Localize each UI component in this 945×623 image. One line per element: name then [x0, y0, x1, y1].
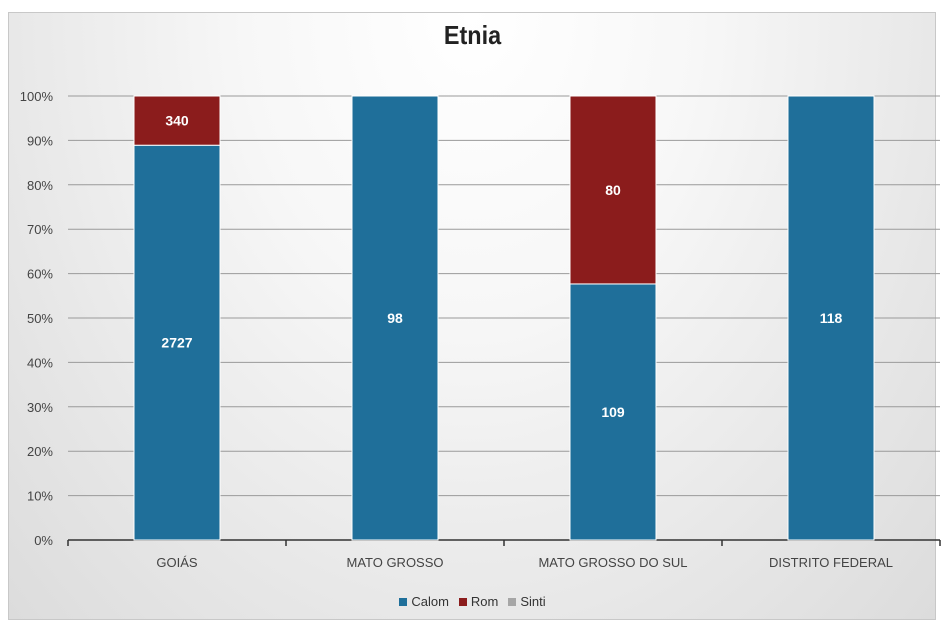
legend-label-calom: Calom — [411, 594, 449, 609]
y-tick-label: 30% — [27, 400, 53, 415]
legend-swatch-calom — [399, 597, 408, 606]
legend-item-sinti: Sinti — [508, 594, 546, 609]
legend-label-rom: Rom — [470, 594, 499, 609]
bar-segment-calom — [351, 95, 439, 541]
data-label-calom: 109 — [601, 404, 625, 420]
y-tick-label: 0% — [34, 533, 53, 548]
y-tick-label: 20% — [27, 444, 53, 459]
y-tick-label: 100% — [20, 89, 54, 104]
y-tick-label: 60% — [27, 267, 53, 282]
bar-segment-rom — [569, 95, 657, 285]
data-label-calom: 2727 — [161, 335, 192, 351]
data-label-calom: 118 — [820, 310, 843, 326]
bar-segment-calom — [787, 95, 875, 541]
x-tick-label: MATO GROSSO — [346, 555, 443, 570]
y-tick-label: 40% — [27, 355, 53, 370]
data-label-rom: 340 — [165, 113, 189, 129]
legend: Calom Rom Sinti — [0, 594, 945, 609]
bar-segment-calom — [569, 283, 657, 541]
y-tick-label: 70% — [27, 222, 53, 237]
legend-item-rom: Rom — [458, 594, 499, 609]
bar-segment-calom — [133, 144, 221, 541]
y-tick-label: 80% — [27, 178, 53, 193]
data-label-rom: 80 — [605, 182, 621, 198]
chart-title: Etnia — [443, 20, 502, 50]
y-tick-label: 90% — [27, 133, 53, 148]
legend-swatch-sinti — [508, 597, 517, 606]
data-label-calom: 98 — [387, 310, 403, 326]
legend-item-calom: Calom — [399, 594, 449, 609]
y-tick-label: 50% — [27, 311, 53, 326]
x-tick-label: MATO GROSSO DO SUL — [538, 555, 687, 570]
x-tick-label: GOIÁS — [156, 555, 198, 570]
legend-label-sinti: Sinti — [520, 594, 546, 609]
y-tick-label: 10% — [27, 489, 53, 504]
bar-segment-rom — [133, 95, 221, 146]
x-tick-label: DISTRITO FEDERAL — [769, 555, 893, 570]
legend-swatch-rom — [458, 597, 467, 606]
